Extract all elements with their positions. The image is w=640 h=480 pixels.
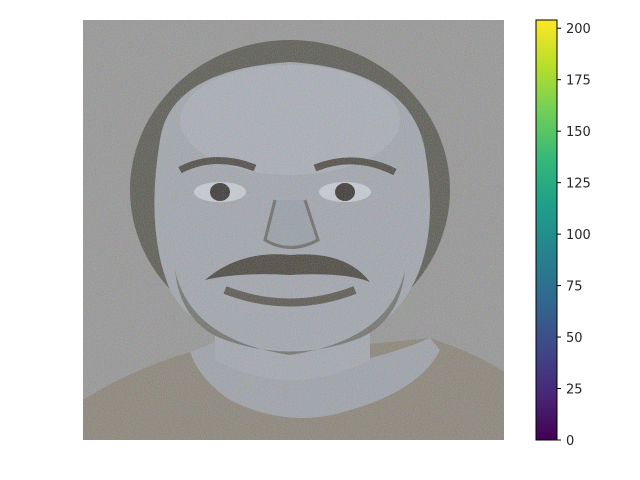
colorbar-tick-label: 50 xyxy=(566,331,583,346)
colorbar: 0 25 50 75 100 125 150 175 200 xyxy=(535,19,591,449)
colorbar-tick-label: 75 xyxy=(566,280,583,295)
colorbar-tick-label: 125 xyxy=(566,177,591,192)
image-panel xyxy=(83,20,504,440)
colorbar-tick-label: 200 xyxy=(566,22,591,37)
noise-overlay xyxy=(83,20,504,440)
colorbar-tick-label: 100 xyxy=(566,228,591,243)
colorbar-tick-label: 150 xyxy=(566,125,591,140)
colorbar-tick-label: 175 xyxy=(566,74,591,89)
colorbar-tick-label: 25 xyxy=(566,383,583,398)
colorbar-ticks: 0 25 50 75 100 125 150 175 200 xyxy=(557,22,591,449)
colorbar-tick-label: 0 xyxy=(566,434,574,449)
colorbar-frame xyxy=(535,19,558,441)
colorbar-fill xyxy=(536,20,557,440)
